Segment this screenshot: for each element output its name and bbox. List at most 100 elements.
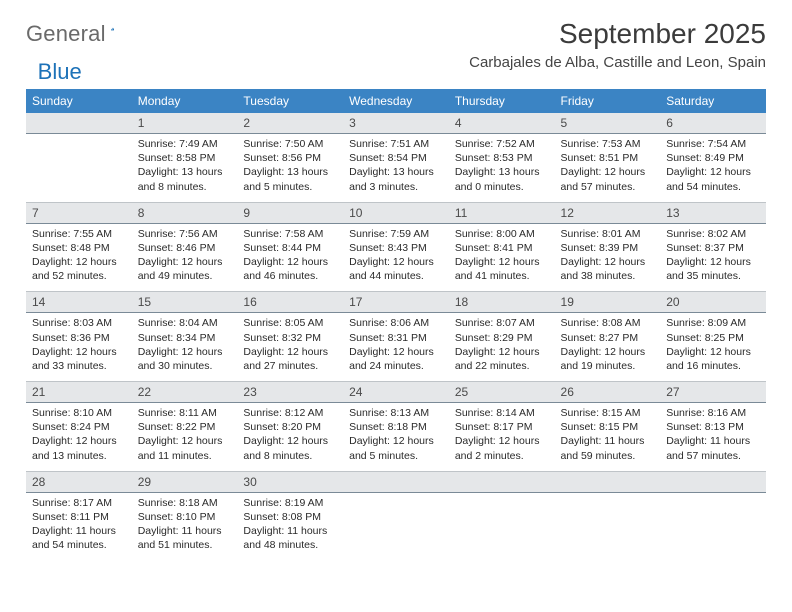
day-cell: Sunrise: 8:06 AMSunset: 8:31 PMDaylight:…	[343, 313, 449, 382]
day-content: Sunrise: 8:13 AMSunset: 8:18 PMDaylight:…	[343, 403, 449, 471]
day-day2: and 16 minutes.	[666, 359, 760, 373]
day-sunset: Sunset: 8:17 PM	[455, 420, 549, 434]
daynum-row: 21222324252627	[26, 382, 766, 403]
day-content: Sunrise: 8:04 AMSunset: 8:34 PMDaylight:…	[132, 313, 238, 381]
day-day1: Daylight: 11 hours	[561, 434, 655, 448]
day-cell: Sunrise: 7:53 AMSunset: 8:51 PMDaylight:…	[555, 134, 661, 203]
day-number: 14	[26, 292, 132, 312]
title-block: September 2025 Carbajales de Alba, Casti…	[469, 18, 766, 77]
day-sunset: Sunset: 8:58 PM	[138, 151, 232, 165]
day-cell: Sunrise: 7:52 AMSunset: 8:53 PMDaylight:…	[449, 134, 555, 203]
day-number	[343, 472, 449, 490]
daynum-cell	[660, 471, 766, 492]
daynum-cell: 28	[26, 471, 132, 492]
weekday-thursday: Thursday	[449, 89, 555, 113]
day-cell: Sunrise: 8:12 AMSunset: 8:20 PMDaylight:…	[237, 403, 343, 472]
day-sunrise: Sunrise: 7:55 AM	[32, 227, 126, 241]
day-sunrise: Sunrise: 8:05 AM	[243, 316, 337, 330]
day-sunrise: Sunrise: 8:12 AM	[243, 406, 337, 420]
day-day2: and 3 minutes.	[349, 180, 443, 194]
day-content: Sunrise: 8:16 AMSunset: 8:13 PMDaylight:…	[660, 403, 766, 471]
day-day1: Daylight: 12 hours	[32, 434, 126, 448]
day-cell: Sunrise: 8:15 AMSunset: 8:15 PMDaylight:…	[555, 403, 661, 472]
day-sunset: Sunset: 8:54 PM	[349, 151, 443, 165]
daynum-cell: 8	[132, 202, 238, 223]
day-cell: Sunrise: 8:16 AMSunset: 8:13 PMDaylight:…	[660, 403, 766, 472]
day-number: 8	[132, 203, 238, 223]
day-day1: Daylight: 12 hours	[138, 345, 232, 359]
day-number: 25	[449, 382, 555, 402]
daynum-cell: 22	[132, 382, 238, 403]
day-day1: Daylight: 12 hours	[32, 345, 126, 359]
day-number: 20	[660, 292, 766, 312]
day-content: Sunrise: 7:51 AMSunset: 8:54 PMDaylight:…	[343, 134, 449, 202]
day-day2: and 2 minutes.	[455, 449, 549, 463]
day-cell: Sunrise: 8:14 AMSunset: 8:17 PMDaylight:…	[449, 403, 555, 472]
day-day1: Daylight: 12 hours	[561, 345, 655, 359]
day-day2: and 54 minutes.	[32, 538, 126, 552]
day-content: Sunrise: 8:02 AMSunset: 8:37 PMDaylight:…	[660, 224, 766, 292]
day-sunrise: Sunrise: 8:09 AM	[666, 316, 760, 330]
day-sunset: Sunset: 8:44 PM	[243, 241, 337, 255]
content-row: Sunrise: 8:03 AMSunset: 8:36 PMDaylight:…	[26, 313, 766, 382]
day-number: 22	[132, 382, 238, 402]
day-sunset: Sunset: 8:13 PM	[666, 420, 760, 434]
day-day1: Daylight: 13 hours	[138, 165, 232, 179]
weekday-monday: Monday	[132, 89, 238, 113]
day-content: Sunrise: 8:06 AMSunset: 8:31 PMDaylight:…	[343, 313, 449, 381]
daynum-cell	[449, 471, 555, 492]
day-number	[449, 472, 555, 490]
day-sunrise: Sunrise: 8:08 AM	[561, 316, 655, 330]
day-sunrise: Sunrise: 7:51 AM	[349, 137, 443, 151]
day-sunset: Sunset: 8:18 PM	[349, 420, 443, 434]
day-sunrise: Sunrise: 8:19 AM	[243, 496, 337, 510]
day-cell: Sunrise: 8:08 AMSunset: 8:27 PMDaylight:…	[555, 313, 661, 382]
day-sunrise: Sunrise: 8:06 AM	[349, 316, 443, 330]
day-day1: Daylight: 12 hours	[138, 434, 232, 448]
day-day2: and 30 minutes.	[138, 359, 232, 373]
day-sunrise: Sunrise: 8:10 AM	[32, 406, 126, 420]
day-sunrise: Sunrise: 7:56 AM	[138, 227, 232, 241]
day-sunset: Sunset: 8:22 PM	[138, 420, 232, 434]
day-day2: and 24 minutes.	[349, 359, 443, 373]
day-sunset: Sunset: 8:41 PM	[455, 241, 549, 255]
day-day2: and 8 minutes.	[138, 180, 232, 194]
day-content: Sunrise: 8:07 AMSunset: 8:29 PMDaylight:…	[449, 313, 555, 381]
day-cell: Sunrise: 7:54 AMSunset: 8:49 PMDaylight:…	[660, 134, 766, 203]
daynum-cell: 4	[449, 113, 555, 134]
day-sunset: Sunset: 8:10 PM	[138, 510, 232, 524]
day-day1: Daylight: 11 hours	[243, 524, 337, 538]
daynum-cell: 29	[132, 471, 238, 492]
day-cell: Sunrise: 8:11 AMSunset: 8:22 PMDaylight:…	[132, 403, 238, 472]
daynum-cell: 13	[660, 202, 766, 223]
day-sunrise: Sunrise: 8:11 AM	[138, 406, 232, 420]
day-sunset: Sunset: 8:11 PM	[32, 510, 126, 524]
daynum-cell: 9	[237, 202, 343, 223]
content-row: Sunrise: 7:55 AMSunset: 8:48 PM Daylight:…	[26, 223, 766, 292]
daynum-cell: 3	[343, 113, 449, 134]
day-cell: Sunrise: 8:02 AMSunset: 8:37 PMDaylight:…	[660, 223, 766, 292]
day-content: Sunrise: 7:54 AMSunset: 8:49 PMDaylight:…	[660, 134, 766, 202]
day-number: 21	[26, 382, 132, 402]
day-content: Sunrise: 7:59 AMSunset: 8:43 PMDaylight:…	[343, 224, 449, 292]
day-content: Sunrise: 8:05 AMSunset: 8:32 PMDaylight:…	[237, 313, 343, 381]
logo-text-general: General	[26, 21, 106, 47]
daynum-cell: 17	[343, 292, 449, 313]
daynum-cell	[26, 113, 132, 134]
daynum-cell: 15	[132, 292, 238, 313]
day-sunset: Sunset: 8:36 PM	[32, 331, 126, 345]
day-number	[26, 113, 132, 131]
day-content: Sunrise: 7:53 AMSunset: 8:51 PMDaylight:…	[555, 134, 661, 202]
day-day2: and 5 minutes.	[243, 180, 337, 194]
day-sunset: Sunset: 8:48 PM	[32, 241, 126, 255]
daynum-row: 14151617181920	[26, 292, 766, 313]
day-content: Sunrise: 8:19 AMSunset: 8:08 PMDaylight:…	[237, 493, 343, 561]
day-day1: Daylight: 12 hours	[455, 255, 549, 269]
day-number: 1	[132, 113, 238, 133]
day-day2: and 13 minutes.	[32, 449, 126, 463]
day-sunrise: Sunrise: 8:17 AM	[32, 496, 126, 510]
day-sunrise: Sunrise: 8:07 AM	[455, 316, 549, 330]
calendar-body: 123456Sunrise: 7:49 AMSunset: 8:58 PMDay…	[26, 113, 766, 560]
day-number: 15	[132, 292, 238, 312]
day-sunrise: Sunrise: 7:53 AM	[561, 137, 655, 151]
